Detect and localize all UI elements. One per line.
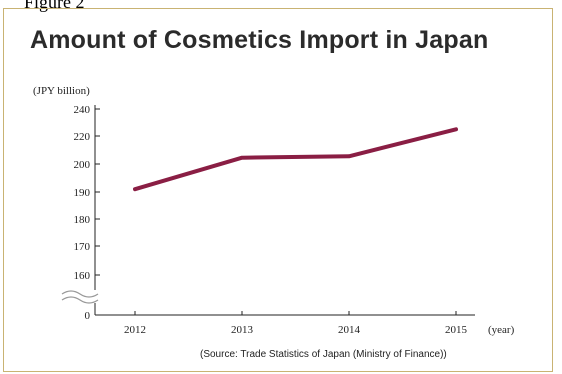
y-axis-label: (JPY billion)	[33, 85, 90, 97]
y-tick-label: 240	[74, 104, 91, 116]
y-tick-label: 170	[74, 241, 91, 253]
axis-break-mark	[61, 296, 99, 304]
x-tick-label: 2014	[338, 324, 361, 336]
source-note: (Source: Trade Statistics of Japan (Mini…	[200, 349, 447, 360]
y-axis: 0 160 170 180 190 200 220 240	[61, 104, 100, 322]
y-tick-label: 180	[74, 214, 91, 226]
figure-label: Figure 2	[24, 0, 85, 12]
y-tick-label: 0	[85, 310, 91, 322]
x-tick-label: 2015	[445, 324, 468, 336]
axis-break-mark	[61, 290, 99, 298]
y-tick-label: 190	[74, 187, 91, 199]
chart-frame	[3, 8, 553, 372]
y-tick-label: 220	[74, 131, 91, 143]
x-tick-label: 2013	[231, 324, 254, 336]
x-axis: 2012 2013 2014 2015	[95, 311, 475, 336]
x-axis-label: (year)	[488, 324, 515, 336]
x-tick-label: 2012	[124, 324, 146, 336]
y-tick-label: 160	[74, 270, 91, 282]
series-line	[133, 127, 458, 192]
series-layer	[133, 127, 458, 192]
y-tick-label: 200	[74, 159, 91, 171]
chart-title: Amount of Cosmetics Import in Japan	[30, 26, 489, 54]
